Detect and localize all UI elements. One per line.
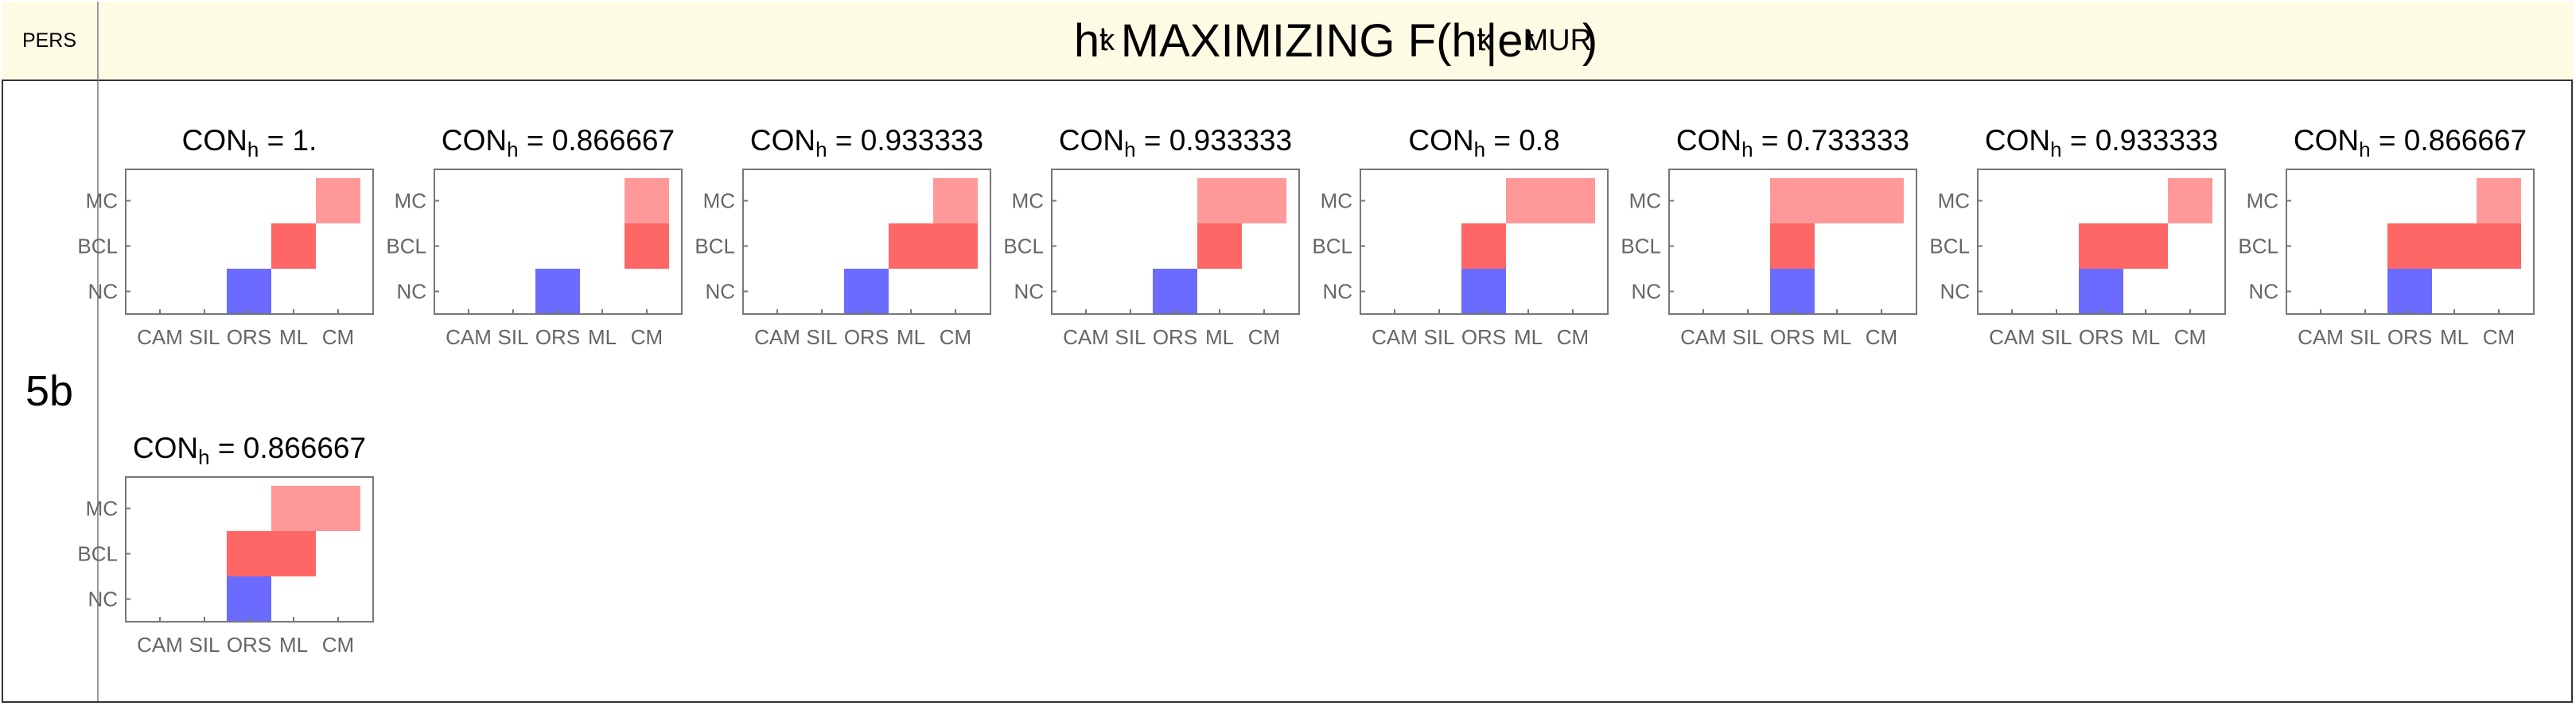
title-e-sup: t (1525, 23, 1535, 57)
title-h2-sub: k (1477, 23, 1492, 57)
title-h2-sup: t (1477, 23, 1486, 57)
title-e-sub: MUR (1523, 23, 1593, 57)
pers-header: PERS (2, 2, 99, 81)
pers-header-label: PERS (21, 29, 77, 52)
title-bar: |e (1485, 14, 1523, 67)
title-h: h (1073, 14, 1100, 67)
row-label: 5b (2, 81, 99, 701)
title-h2: h (1451, 14, 1477, 67)
title-mid: MAXIMIZING F( (1107, 14, 1452, 67)
title-h-sup: t (1099, 23, 1108, 57)
row-label-text: 5b (25, 367, 74, 415)
title-close: ) (1582, 14, 1598, 67)
title-h-sub: k (1099, 23, 1115, 57)
